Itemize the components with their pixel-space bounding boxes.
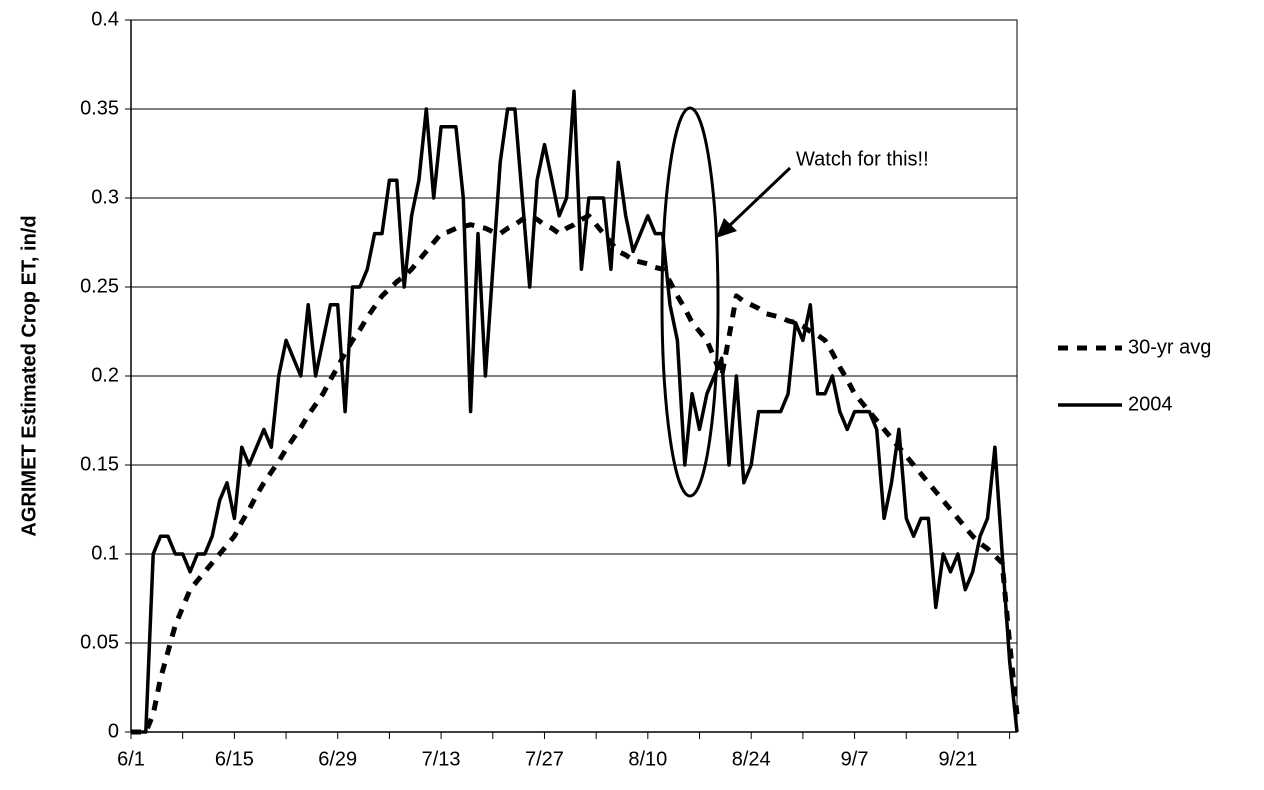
x-tick-label: 7/13 [422,748,461,770]
y-tick-label: 0.2 [91,364,119,386]
y-tick-label: 0.15 [80,453,119,475]
x-tick-label: 8/10 [628,748,667,770]
arrow-head [716,218,737,238]
y-tick-label: 0.35 [80,97,119,119]
highlight-ellipse [660,106,720,498]
y-tick-label: 0.05 [80,631,119,653]
x-tick-label: 9/21 [938,748,977,770]
x-tick-label: 8/24 [732,748,771,770]
x-tick-label: 7/27 [525,748,564,770]
legend-label: 30-yr avg [1128,336,1211,358]
x-tick-label: 6/15 [215,748,254,770]
x-tick-label: 6/29 [318,748,357,770]
x-tick-label: 9/7 [841,748,869,770]
annotation: Watch for this!! [796,148,929,170]
y-axis-label: AGRIMET Estimated Crop ET, in/d [18,215,40,536]
x-tick-label: 6/1 [117,748,145,770]
y-tick-label: 0.25 [80,275,119,297]
legend-label: 2004 [1128,393,1173,415]
y-tick-label: 0.3 [91,186,119,208]
series-line [131,89,1019,734]
series-line [131,213,1020,735]
y-tick-label: 0.1 [91,542,119,564]
y-tick-label: 0.4 [91,8,119,30]
y-tick-label: 0 [108,720,119,742]
